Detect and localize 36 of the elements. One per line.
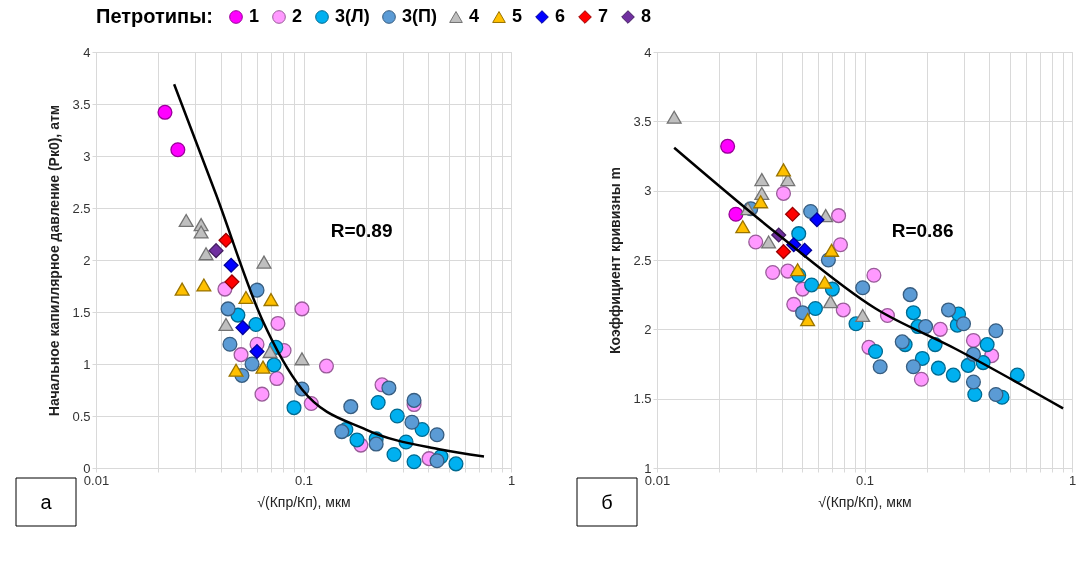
y-tick-label: 3.5	[633, 113, 652, 129]
y-tick-label: 3	[83, 148, 91, 164]
legend-label: 5	[512, 6, 523, 26]
text: б	[601, 491, 613, 513]
y-tick-label: 2	[644, 321, 652, 337]
y-tick-label: 1.5	[72, 304, 91, 320]
legend-label: 8	[641, 6, 652, 26]
y-tick-label: 2.5	[72, 200, 91, 216]
y-tick-label: 2	[83, 252, 91, 268]
legend-label: 2	[292, 6, 303, 26]
legend-title: Петротипы:	[96, 5, 213, 27]
legend-label: 3(П)	[402, 6, 437, 26]
x-axis-title: √(Кпр/Кп), мкм	[257, 493, 351, 510]
legend-label: 7	[598, 6, 609, 26]
y-tick-label: 4	[83, 44, 91, 60]
y-tick-label: 1.5	[633, 391, 652, 407]
y-tick-label: 3	[644, 183, 652, 199]
y-tick-label: 2.5	[633, 252, 652, 268]
annotation: R=0.86	[891, 219, 954, 241]
y-tick-label: 3.5	[72, 96, 91, 112]
legend-label: 6	[555, 6, 566, 26]
y-tick-label: 0.5	[72, 408, 91, 424]
x-tick-label: 0.1	[855, 472, 875, 488]
y-axis-title: Коэффициент кривизны m	[607, 166, 624, 355]
x-axis-title: √(Кпр/Кп), мкм	[818, 493, 912, 510]
text: а	[40, 491, 53, 513]
x-tick-label: 1	[1068, 472, 1077, 488]
x-tick-label: 1	[507, 472, 516, 488]
legend-label: 1	[249, 6, 260, 26]
legend-label: 4	[469, 6, 480, 26]
y-tick-label: 4	[644, 44, 652, 60]
y-axis-title: Начальное капиллярное давление (Pк0), атм	[46, 104, 63, 417]
legend-label: 3(Л)	[335, 6, 370, 26]
annotation: R=0.89	[330, 219, 393, 241]
y-tick-label: 1	[83, 356, 91, 372]
x-tick-label: 0.1	[294, 472, 314, 488]
